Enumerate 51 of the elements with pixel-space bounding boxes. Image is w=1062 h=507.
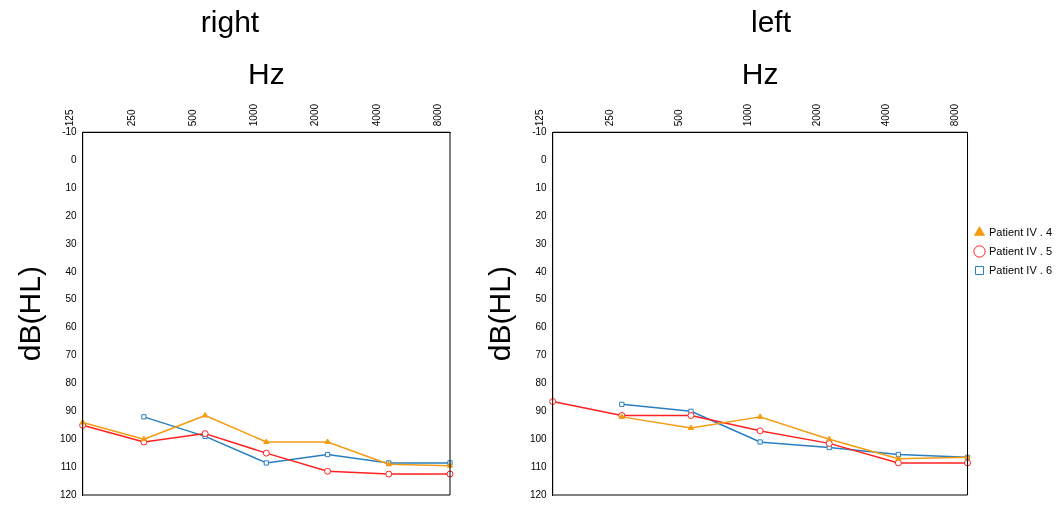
y-tick-label: 60 xyxy=(535,321,548,333)
y-tick-label: 20 xyxy=(535,209,548,221)
y-tick-label: 120 xyxy=(530,488,548,500)
y-tick-label: -10 xyxy=(532,126,548,137)
y-tick-label: 120 xyxy=(60,488,78,500)
y-tick-label: 100 xyxy=(530,432,548,444)
y-tick-label: 40 xyxy=(65,265,78,277)
x-tick-label: 250 xyxy=(603,109,615,127)
x-tick-label: 1000 xyxy=(248,103,260,127)
x-tick-label: 2000 xyxy=(309,103,321,127)
y-tick-label: 30 xyxy=(535,237,548,249)
y-tick-label: 90 xyxy=(535,405,548,417)
x-tick-label: 500 xyxy=(186,109,198,127)
chart-title: left xyxy=(750,5,792,39)
y-tick-label: 90 xyxy=(65,405,78,417)
legend-label: Patient IV . 5 xyxy=(989,244,1052,257)
x-tick-label: 125 xyxy=(64,109,76,127)
y-tick-label: 100 xyxy=(60,432,78,444)
y-tick-label: 80 xyxy=(535,377,548,389)
y-tick-label: 30 xyxy=(65,237,78,249)
y-tick-label: 110 xyxy=(60,460,78,472)
y-axis-title: dB(HL) xyxy=(483,266,517,362)
y-axis-title: dB(HL) xyxy=(13,266,47,362)
y-tick-label: 50 xyxy=(535,293,548,305)
chart-title: right xyxy=(200,5,260,39)
x-tick-label: 125 xyxy=(534,109,546,127)
x-tick-label: 4000 xyxy=(880,103,892,127)
y-tick-label: 10 xyxy=(535,181,548,193)
x-tick-label: 2000 xyxy=(810,103,822,127)
legend-label: Patient IV . 6 xyxy=(989,263,1052,276)
y-tick-label: 0 xyxy=(541,153,548,165)
x-axis-title: Hz xyxy=(248,57,285,91)
x-tick-label: 1000 xyxy=(741,103,753,127)
legend-label: Patient IV . 4 xyxy=(989,225,1052,238)
y-tick-label: 40 xyxy=(535,265,548,277)
x-tick-label: 4000 xyxy=(370,103,382,127)
y-tick-label: -10 xyxy=(62,126,78,137)
x-tick-label: 8000 xyxy=(431,103,443,127)
y-tick-label: 80 xyxy=(65,377,78,389)
y-tick-label: 10 xyxy=(65,181,78,193)
x-axis-title: Hz xyxy=(741,57,779,91)
x-tick-label: 8000 xyxy=(949,103,961,127)
y-tick-label: 70 xyxy=(65,349,78,361)
y-tick-label: 110 xyxy=(530,460,548,472)
y-tick-label: 20 xyxy=(65,209,78,221)
y-tick-label: 50 xyxy=(65,293,78,305)
y-tick-label: 70 xyxy=(535,349,548,361)
y-tick-label: 60 xyxy=(65,321,78,333)
x-tick-label: 500 xyxy=(672,109,684,127)
x-tick-label: 250 xyxy=(125,109,137,127)
y-tick-label: 0 xyxy=(71,153,78,165)
